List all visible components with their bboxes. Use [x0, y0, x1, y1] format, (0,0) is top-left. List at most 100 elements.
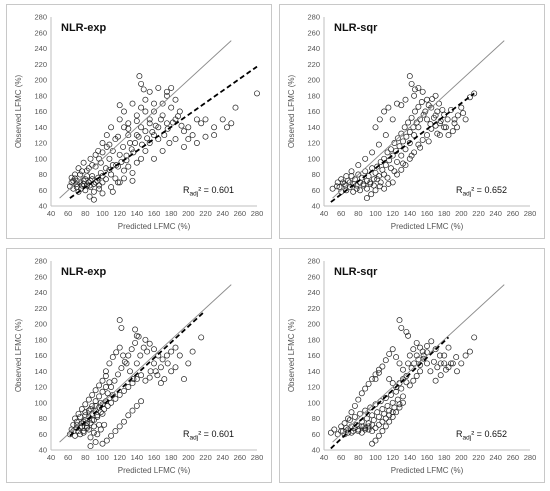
data-point	[471, 90, 478, 97]
data-point	[415, 141, 422, 148]
data-point	[353, 182, 360, 189]
data-point	[394, 158, 400, 165]
y-tick-label: 180	[34, 335, 47, 344]
data-point	[400, 138, 406, 145]
data-point	[108, 124, 115, 131]
data-point	[164, 360, 171, 367]
regression-line	[69, 65, 258, 199]
data-point	[358, 423, 365, 430]
data-point	[115, 133, 121, 140]
y-tick-label: 220	[307, 304, 320, 313]
x-tick-label: 40	[320, 209, 328, 218]
data-point	[410, 377, 417, 384]
y-tick-label: 180	[307, 91, 320, 100]
data-point	[168, 368, 175, 375]
data-point	[432, 377, 439, 384]
data-point	[363, 195, 370, 202]
data-point	[348, 173, 355, 180]
r2-subscript: adj	[463, 435, 472, 442]
data-point	[161, 376, 168, 383]
data-point	[388, 146, 394, 153]
data-point	[408, 80, 415, 87]
data-point	[106, 379, 113, 386]
data-point	[109, 391, 116, 398]
data-point	[370, 182, 377, 189]
data-point	[157, 364, 164, 371]
data-point	[128, 346, 135, 353]
data-point	[355, 171, 362, 178]
data-point	[154, 372, 161, 379]
data-point	[442, 366, 449, 373]
data-point	[163, 88, 170, 95]
y-axis-title: Observed LFMC (%)	[14, 318, 23, 392]
x-tick-label: 80	[81, 209, 89, 218]
x-axis-title: Predicted LFMC (%)	[118, 466, 191, 475]
data-point	[415, 103, 422, 110]
data-point	[405, 360, 412, 367]
data-point	[112, 395, 119, 402]
data-point	[386, 418, 393, 425]
data-point	[367, 180, 374, 187]
data-point	[189, 348, 196, 355]
data-point	[140, 86, 147, 93]
data-point	[103, 437, 110, 444]
data-point	[375, 432, 382, 439]
data-point	[99, 190, 106, 197]
data-point	[116, 151, 123, 158]
y-tick-label: 240	[34, 288, 47, 297]
data-point	[202, 116, 209, 123]
data-point	[454, 112, 461, 119]
y-tick-label: 140	[307, 367, 320, 376]
x-tick-label: 200	[182, 453, 195, 462]
x-tick-label: 80	[354, 453, 362, 462]
data-point	[87, 155, 94, 162]
data-point	[155, 352, 162, 359]
data-point	[138, 155, 145, 162]
data-point	[92, 163, 99, 170]
data-point	[138, 124, 145, 131]
data-point	[142, 377, 149, 384]
data-point	[398, 324, 405, 331]
x-tick-label: 60	[64, 453, 72, 462]
y-tick-label: 160	[307, 107, 320, 116]
one-to-one-line	[59, 284, 232, 443]
scatter-panel-3: 40 60 80 100 120 140 160 180 200 220 240 260 280 40 60…	[6, 248, 272, 483]
data-point	[84, 182, 90, 189]
data-point	[406, 129, 413, 135]
y-axis-title: Observed LFMC (%)	[287, 74, 296, 148]
data-point	[108, 432, 115, 439]
data-point	[369, 428, 376, 435]
data-point	[125, 384, 132, 390]
y-tick-label: 200	[307, 76, 320, 85]
x-tick-label: 40	[47, 453, 55, 462]
data-point	[254, 90, 260, 97]
data-point	[393, 388, 400, 395]
data-point	[136, 73, 143, 80]
y-tick-label: 240	[307, 44, 320, 53]
data-point	[425, 138, 432, 145]
data-point	[146, 120, 153, 127]
data-point	[132, 339, 139, 346]
data-point	[102, 373, 109, 379]
data-point	[372, 371, 379, 378]
data-point	[113, 162, 120, 169]
data-point	[159, 356, 166, 363]
y-tick-label: 220	[34, 60, 47, 69]
data-point	[400, 393, 406, 400]
data-point	[441, 352, 448, 359]
data-point	[166, 140, 173, 146]
data-point	[333, 183, 340, 190]
data-point	[78, 168, 85, 175]
data-point	[97, 169, 104, 176]
data-point	[351, 413, 358, 420]
data-point	[146, 88, 153, 95]
data-point	[458, 360, 465, 367]
data-point	[99, 173, 106, 180]
data-point	[360, 180, 367, 187]
x-axis-title: Predicted LFMC (%)	[391, 222, 464, 231]
data-point	[133, 132, 140, 139]
y-tick-label: 40	[312, 202, 320, 211]
data-point	[406, 140, 413, 146]
y-tick-label: 120	[307, 139, 320, 148]
data-point	[95, 147, 102, 154]
